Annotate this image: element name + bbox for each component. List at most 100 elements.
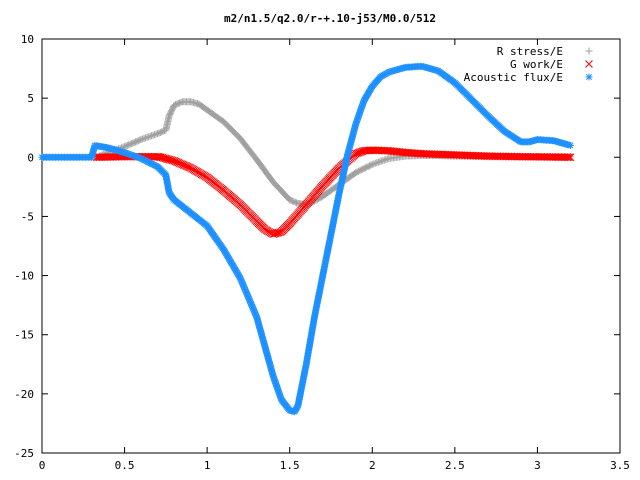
data-point [251,310,259,318]
data-point [239,281,247,289]
data-point [565,153,573,162]
x-tick-label: 3.5 [610,459,630,472]
data-point [182,162,191,171]
data-point [250,306,258,314]
data-point [563,153,572,162]
data-point [177,159,185,168]
data-point [164,155,173,164]
data-point [277,394,285,402]
data-point [170,156,178,165]
data-point [382,156,390,164]
y-tick-label: -25 [14,447,34,460]
y-tick-label: 5 [27,92,34,105]
data-point [383,155,391,163]
data-point [351,149,360,158]
series-layer [38,62,575,416]
data-point [245,296,253,304]
data-point [238,278,246,286]
data-point [272,380,280,388]
y-tick-label: -15 [14,329,34,342]
data-point [244,293,252,301]
data-point [124,150,132,158]
data-point [356,148,364,157]
y-tick-label: 10 [21,33,34,46]
x-tick-label: 2 [369,459,376,472]
data-point [136,136,144,144]
data-point [121,149,129,157]
data-point [175,159,184,168]
data-point [355,110,363,118]
data-point [158,153,167,162]
data-point [271,377,279,385]
data-point [251,309,259,317]
data-point [352,120,360,128]
data-point [146,132,154,140]
data-point [380,156,388,164]
data-point [359,99,367,107]
y-tick-label: 0 [27,151,34,164]
data-point [374,158,382,166]
x-tick-label: 3 [534,459,541,472]
data-point [127,151,135,159]
data-point [354,113,362,121]
data-point [358,101,366,109]
data-point [246,297,254,305]
data-point [139,135,147,143]
data-point [249,304,257,312]
x-tick-label: 1.5 [280,459,300,472]
data-point [128,151,136,159]
data-point [367,161,375,169]
data-point [171,157,180,166]
data-point [242,287,250,295]
data-point [250,307,258,315]
data-point [240,283,248,291]
y-tick-label: -5 [21,210,34,223]
data-point [236,274,244,282]
data-point [354,114,362,122]
data-point [355,111,363,119]
data-point [357,104,365,112]
legend-marker [585,47,593,55]
data-point [134,153,142,161]
data-point [276,228,284,237]
data-point [353,116,361,124]
data-point [240,284,248,292]
chart-title: m2/n1.5/q2.0/r-+.10-j53/M0.0/512 [224,12,436,25]
data-point [241,286,249,294]
data-point [179,161,188,169]
legend-marker [585,73,593,81]
data-point [358,102,366,110]
data-point [151,131,159,139]
x-tick-label: 0.5 [115,459,135,472]
data-point [273,384,281,392]
data-point [248,303,256,311]
data-point [130,152,138,160]
data-point [252,312,260,320]
data-point [159,154,168,162]
data-point [274,387,282,395]
data-point [237,275,245,283]
data-point [137,136,145,144]
data-point [168,156,177,165]
series-2 [38,62,574,416]
data-point [276,391,284,399]
data-point [136,154,144,162]
data-point [173,158,181,166]
data-point [142,134,150,142]
data-point [356,108,364,116]
data-point [243,290,251,298]
data-point [165,155,174,164]
data-point [244,291,252,299]
data-point [353,117,361,125]
data-point [131,152,139,160]
data-point [272,381,280,389]
data-point [247,299,255,307]
data-point [181,161,189,170]
data-point [274,385,282,393]
data-point [167,156,176,164]
data-point [373,159,381,167]
legend-label: Acoustic flux/E [464,71,563,84]
data-point [357,105,365,113]
x-tick-label: 0 [39,459,46,472]
